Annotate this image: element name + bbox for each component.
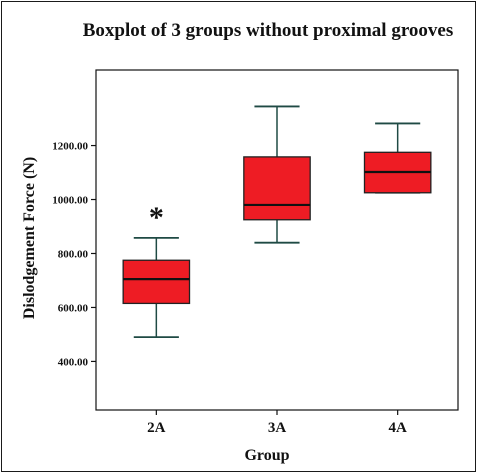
y-tick-label: 1200.00 [52, 141, 88, 153]
y-axis-label: Dislodgement Force (N) [21, 157, 38, 319]
outlier-asterisk: * [149, 201, 164, 234]
y-tick-label: 800.00 [58, 248, 89, 260]
iqr-box [122, 259, 191, 305]
x-tick-label: 2A [147, 420, 166, 436]
box-3A [243, 105, 311, 244]
box-4A [363, 122, 432, 194]
y-tick-label: 600.00 [58, 302, 89, 314]
x-tick-label: 4A [388, 420, 407, 436]
boxes [122, 105, 432, 339]
y-axis: 400.00 600.00 800.00 1000.00 1200.00 [52, 141, 96, 368]
y-tick-label: 1000.00 [52, 195, 88, 207]
iqr-box [243, 156, 311, 221]
y-tick-label: 400.00 [58, 356, 89, 368]
x-axis-label: Group [244, 447, 289, 464]
box-2A [122, 236, 191, 339]
x-axis: 2A 3A 4A [147, 410, 407, 436]
annotations: * [149, 201, 164, 234]
chart-title: Boxplot of 3 groups without proximal gro… [83, 20, 454, 41]
x-tick-label: 3A [268, 420, 287, 436]
